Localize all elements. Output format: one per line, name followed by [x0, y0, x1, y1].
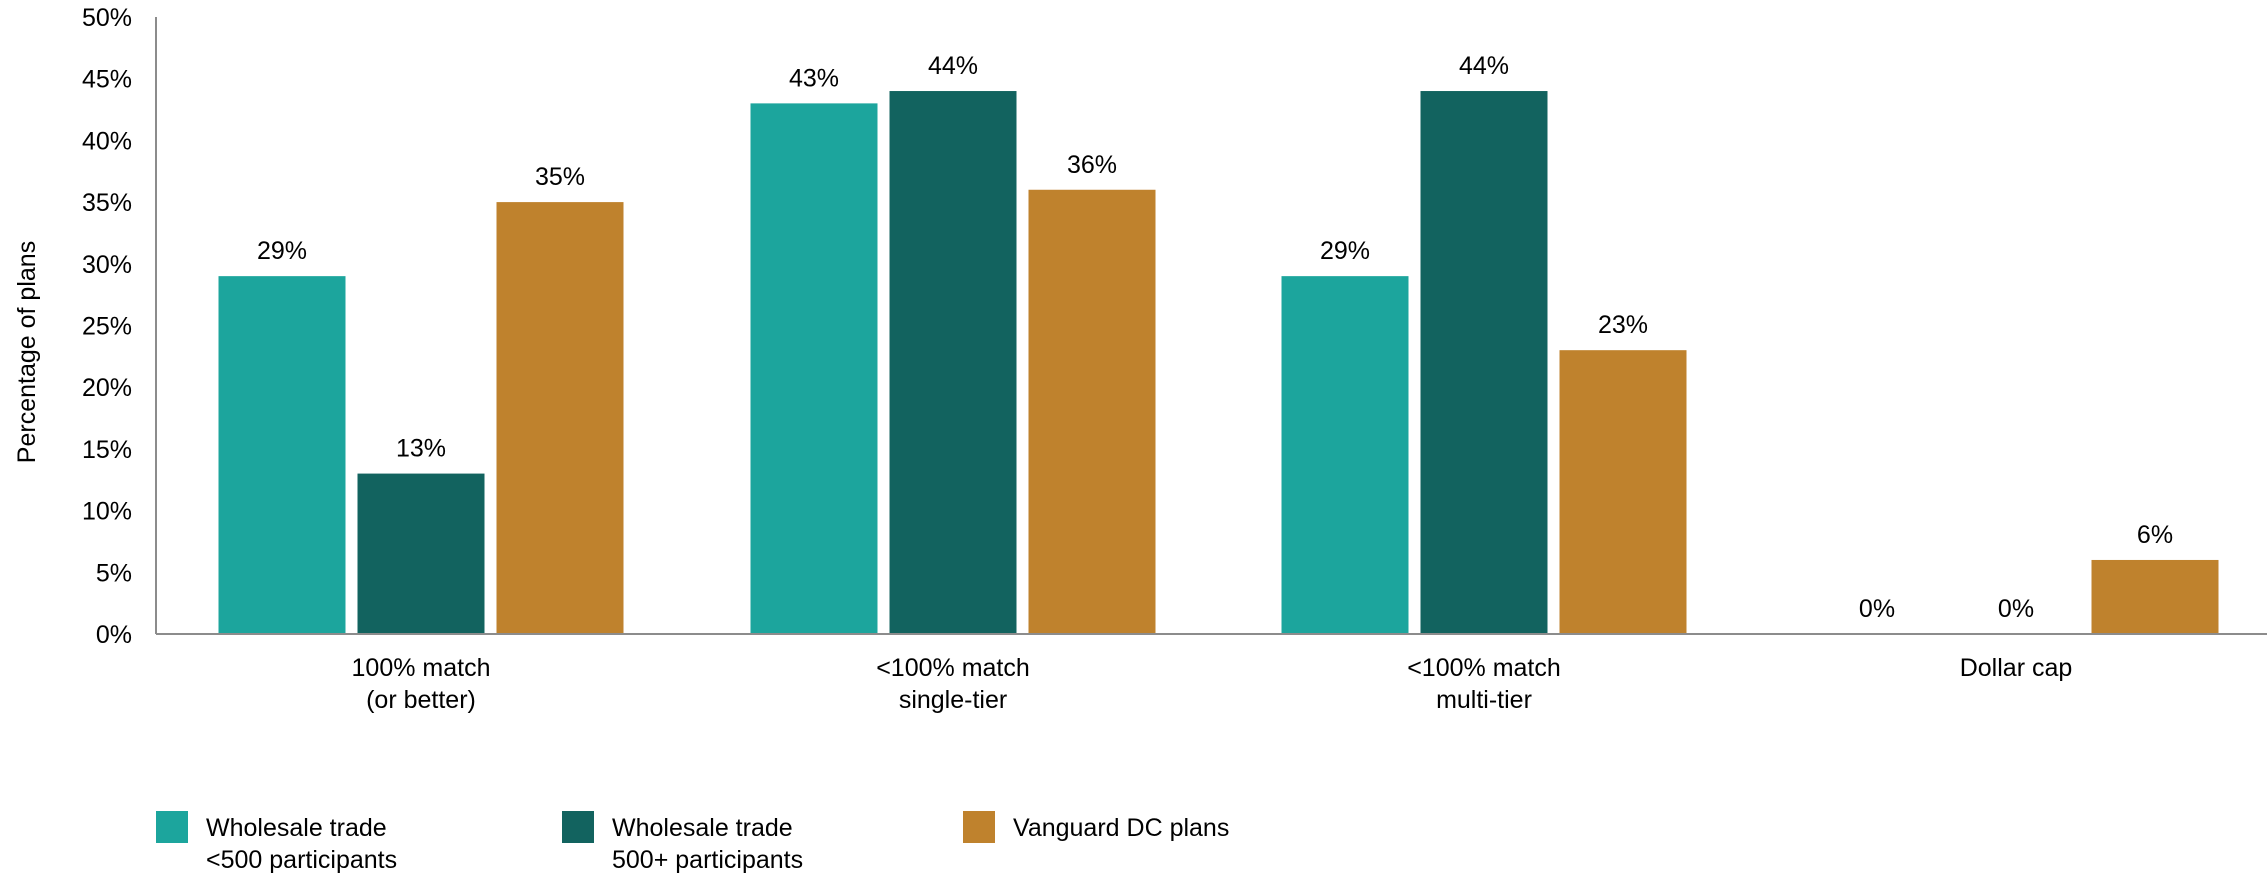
bar [496, 202, 624, 634]
legend-item: Vanguard DC plans [963, 811, 1229, 843]
data-label: 0% [1998, 595, 2034, 623]
y-tick-label: 40% [82, 127, 132, 155]
legend-swatch [156, 811, 188, 843]
data-label: 35% [535, 163, 585, 191]
legend-label: Wholesale trade <500 participants [206, 814, 397, 874]
bar [1281, 276, 1409, 634]
data-label: 23% [1598, 311, 1648, 339]
y-tick-label: 10% [82, 498, 132, 526]
data-label: 29% [257, 237, 307, 265]
data-label: 29% [1320, 237, 1370, 265]
data-label: 43% [789, 64, 839, 92]
bar [889, 91, 1017, 635]
legend-swatch [562, 811, 594, 843]
y-axis-ticks: 0% 5% 10% 15% 20% 25% 30% 35% 40% 45% 50% [82, 4, 132, 649]
bar [1559, 350, 1687, 634]
bar [1420, 91, 1548, 635]
bar [750, 103, 878, 634]
data-label: 44% [928, 52, 978, 80]
data-label: 36% [1067, 151, 1117, 179]
x-category-label: Dollar cap [1960, 654, 2073, 682]
y-tick-label: 45% [82, 66, 132, 94]
bars [218, 91, 2219, 635]
data-label: 6% [2137, 521, 2173, 549]
y-tick-label: 5% [96, 559, 132, 587]
legend-label: Wholesale trade 500+ participants [612, 814, 803, 874]
data-label: 13% [396, 435, 446, 463]
y-tick-label: 30% [82, 251, 132, 279]
legend: Wholesale trade <500 participants Wholesal… [156, 811, 1229, 874]
data-label: 0% [1859, 595, 1895, 623]
y-axis-title: Percentage of plans [13, 241, 41, 463]
y-tick-label: 35% [82, 189, 132, 217]
legend-item: Wholesale trade <500 participants [156, 811, 397, 874]
bar [1028, 189, 1156, 634]
bar [2091, 559, 2219, 634]
legend-swatch [963, 811, 995, 843]
legend-item: Wholesale trade 500+ participants [562, 811, 803, 874]
x-category-label: <100% match single-tier [876, 654, 1030, 714]
bar [218, 276, 346, 634]
y-tick-label: 15% [82, 436, 132, 464]
bar [357, 473, 485, 634]
y-tick-label: 50% [82, 4, 132, 32]
data-labels: 29% 13% 35% 43% 44% 36% 29% 44% 23% 0% 0% 6% [257, 52, 2173, 623]
x-category-label: 100% match (or better) [352, 654, 491, 714]
y-tick-label: 25% [82, 313, 132, 341]
y-axis-title-group: Percentage of plans [13, 241, 41, 463]
x-category-label: <100% match multi-tier [1407, 654, 1561, 714]
y-tick-label: 0% [96, 621, 132, 649]
legend-label: Vanguard DC plans [1013, 814, 1229, 842]
data-label: 44% [1459, 52, 1509, 80]
y-tick-label: 20% [82, 374, 132, 402]
category-labels: 100% match (or better) <100% match single-t… [352, 654, 2073, 714]
